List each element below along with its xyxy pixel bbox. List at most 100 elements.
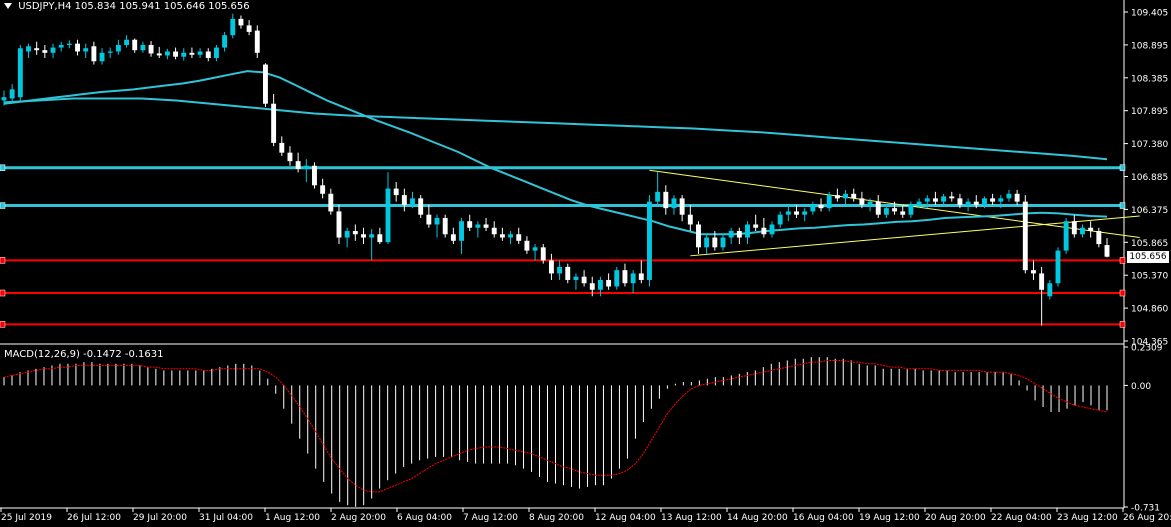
macd-signal-line [3,360,1108,493]
time-tick-label-10: 13 Aug 12:00 [661,513,722,523]
time-tick-label-0: 25 Jul 2019 [1,513,52,523]
candle-body-66 [540,247,546,261]
candle-body-98 [802,211,808,215]
time-tick-label-16: 23 Aug 12:00 [1057,513,1118,523]
candle-body-30 [246,25,252,32]
price-tick-label-5: 106.885 [1131,173,1168,183]
candle-body-133 [1088,227,1094,232]
candle-body-58 [475,224,481,228]
macd-tick-label-0: 0.2309 [1131,344,1163,354]
time-tick-label-9: 12 Aug 04:00 [595,513,656,523]
candle-body-104 [851,193,857,199]
candle-body-60 [491,227,497,235]
candle-body-135 [1104,245,1110,257]
candlestick-series [1,13,1110,326]
candle-body-3 [26,46,31,52]
time-tick-label-2: 29 Jul 20:00 [133,513,187,523]
candle-body-34 [279,142,285,153]
candle-body-113 [924,198,930,202]
candle-body-23 [189,52,195,55]
candle-body-123 [1006,193,1012,199]
candle-body-1 [9,89,15,99]
candle-body-50 [410,198,415,205]
candle-body-26 [213,47,219,59]
symbol-label: USDJPY,H4 [18,1,72,12]
candle-body-103 [843,193,848,199]
candle-body-48 [393,188,399,196]
price-tick-label-9: 104.860 [1131,305,1168,315]
candle-body-128 [1047,283,1053,297]
candle-body-4 [34,48,40,51]
candle-body-36 [295,161,301,169]
candle-body-126 [1031,270,1036,274]
candle-body-90 [736,231,742,238]
candle-body-21 [173,51,179,57]
candle-body-13 [107,51,113,53]
horizontal-levels[interactable] [0,164,1126,328]
candle-body-68 [557,266,563,274]
candle-body-75 [614,270,620,287]
candle-body-125 [1022,201,1028,271]
macd-tick-label-2: -0.731 [1131,504,1160,514]
candle-body-88 [720,237,726,248]
candle-body-119 [973,201,979,205]
candle-body-22 [181,52,187,57]
current-price-tag: 105.656 [1127,250,1169,263]
candle-body-40 [328,193,334,212]
candle-body-84 [687,214,693,225]
moving-average-slow [3,97,1108,161]
candle-body-0 [1,97,7,101]
candle-body-67 [548,260,554,274]
time-tick-label-8: 8 Aug 20:00 [529,513,584,523]
candle-body-27 [222,35,228,48]
candle-body-6 [50,47,56,53]
candle-body-70 [573,276,579,280]
candle-body-31 [254,30,260,53]
candle-body-121 [990,198,996,202]
candle-body-39 [320,185,326,194]
candle-body-2 [17,48,23,98]
candle-body-19 [156,53,162,56]
candle-body-108 [883,208,889,215]
candle-body-7 [58,44,64,48]
time-tick-label-1: 26 Jul 12:00 [67,513,121,523]
candle-body-25 [205,51,211,59]
candle-body-63 [516,234,522,241]
candle-body-43 [352,231,358,235]
candle-body-89 [728,231,734,238]
time-tick-label-11: 14 Aug 20:00 [727,513,788,523]
candle-body-47 [385,188,391,243]
candle-body-45 [369,234,375,238]
candle-body-100 [818,204,824,209]
candle-body-73 [597,279,603,290]
candle-body-11 [91,46,97,62]
candle-body-24 [197,51,203,55]
level-handle-2 [0,257,6,264]
candle-body-102 [834,195,840,199]
price-tick-label-3: 107.895 [1131,107,1168,117]
level-handle-4 [0,321,6,328]
time-tick-label-7: 7 Aug 12:00 [463,513,518,523]
candle-body-131 [1071,221,1077,235]
candle-body-106 [867,201,873,205]
candle-body-65 [532,247,538,251]
candle-body-49 [401,195,407,205]
candle-body-124 [1014,193,1020,202]
candle-body-14 [115,44,121,52]
candle-body-77 [630,273,636,284]
dropdown-arrow-icon[interactable] [4,3,12,9]
candle-body-80 [655,191,661,202]
candle-body-5 [42,50,48,53]
candle-body-28 [230,18,236,36]
time-tick-label-12: 16 Aug 04:00 [793,513,854,523]
candle-body-118 [965,201,971,205]
candle-body-33 [271,103,277,143]
candle-body-8 [66,43,72,45]
candle-body-101 [826,195,832,209]
candle-body-127 [1039,273,1045,290]
candle-body-111 [908,204,914,215]
candle-body-53 [434,217,440,225]
level-handle-right-2 [1119,257,1126,264]
candle-body-52 [426,214,432,225]
